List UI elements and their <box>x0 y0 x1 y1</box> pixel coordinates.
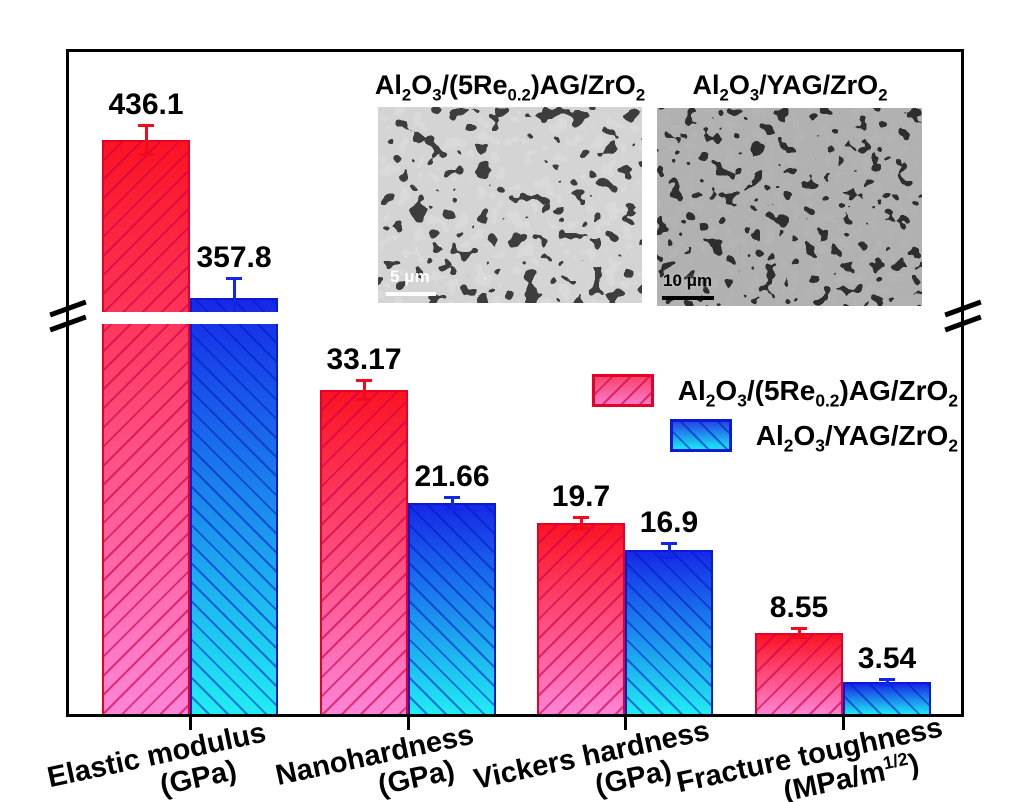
error-bar-stem <box>579 516 583 529</box>
bar-fracture-toughness-yag <box>843 682 931 717</box>
bar-elastic-modulus-re-ag <box>102 140 190 717</box>
bar-nanohardness-yag <box>408 503 496 717</box>
inset-1-title: Al2O3/(5Re0.2)AG/ZrO2 <box>374 70 646 105</box>
error-bar-cap-bottom <box>661 556 677 560</box>
error-bar-cap-bottom <box>138 153 154 157</box>
error-bar-cap-top <box>356 379 372 383</box>
sem-texture-2 <box>657 108 922 306</box>
sem-image-2: 10 μm <box>657 108 922 306</box>
value-label: 3.54 <box>857 642 917 676</box>
axis-break-mark-left-lower <box>49 314 87 333</box>
error-bar-cap-top <box>226 277 242 281</box>
legend-label-re-ag: Al2O3/(5Re0.2)AG/ZrO2 <box>677 374 958 411</box>
error-bar-stem <box>362 380 366 400</box>
legend-label-yag: Al2O3/YAG/ZrO2 <box>755 419 958 456</box>
value-label: 8.55 <box>769 590 829 624</box>
error-bar-cap-top <box>573 515 589 519</box>
error-bar-cap-top <box>444 495 460 499</box>
error-bar-cap-bottom <box>573 526 589 530</box>
error-bar-cap-top <box>138 123 154 127</box>
sem-texture-1 <box>378 107 642 303</box>
sem-image-1: 5 μm <box>378 107 642 303</box>
error-bar-cap-top <box>791 626 807 630</box>
error-bar-stem <box>885 679 889 686</box>
legend-swatch-yag <box>669 419 732 452</box>
inset-2-title: Al2O3/YAG/ZrO2 <box>692 70 888 105</box>
error-bar-stem <box>667 542 671 559</box>
x-axis-tick <box>841 717 845 730</box>
legend-entry-re-ag: Al2O3/(5Re0.2)AG/ZrO2 <box>591 374 958 411</box>
error-bar-cap-bottom <box>356 397 372 401</box>
value-label: 19.7 <box>551 479 611 513</box>
value-label: 33.17 <box>326 343 402 377</box>
error-bar-stem <box>144 124 148 156</box>
error-bar-stem <box>797 627 801 638</box>
axis-break-band <box>99 312 281 324</box>
inset-1-scale-label: 5 μm <box>390 267 430 286</box>
value-label: 16.9 <box>639 505 699 539</box>
value-label: 436.1 <box>108 87 184 121</box>
error-bar-cap-bottom <box>444 508 460 512</box>
bar-vickers-hardness-re-ag <box>537 522 625 717</box>
x-axis-tick <box>188 717 192 730</box>
axis-break-mark-right-lower <box>944 314 982 333</box>
value-label: 357.8 <box>196 241 272 275</box>
x-axis-tick <box>406 717 410 730</box>
error-bar-cap-top <box>879 678 895 682</box>
bar-vickers-hardness-yag <box>625 550 713 717</box>
error-bar-cap-top <box>661 541 677 545</box>
legend-entry-yag: Al2O3/YAG/ZrO2 <box>669 419 958 456</box>
inset-1-scale-bar <box>386 292 436 296</box>
error-bar-cap-bottom <box>791 635 807 639</box>
axis-break-mark-right-upper <box>944 299 982 318</box>
x-axis-tick <box>623 717 627 730</box>
error-bar-stem <box>450 496 454 511</box>
bar-nanohardness-re-ag <box>320 390 408 717</box>
inset-2-scale-label: 10 μm <box>663 271 713 290</box>
axis-break-mark-left-upper <box>49 299 87 318</box>
legend-swatch-re-ag <box>591 374 654 407</box>
bar-elastic-modulus-yag <box>190 298 278 717</box>
error-bar-cap-bottom <box>879 683 895 687</box>
inset-2-scale-bar <box>662 296 714 300</box>
value-label: 21.66 <box>414 459 490 493</box>
error-bar-stem <box>232 278 236 319</box>
